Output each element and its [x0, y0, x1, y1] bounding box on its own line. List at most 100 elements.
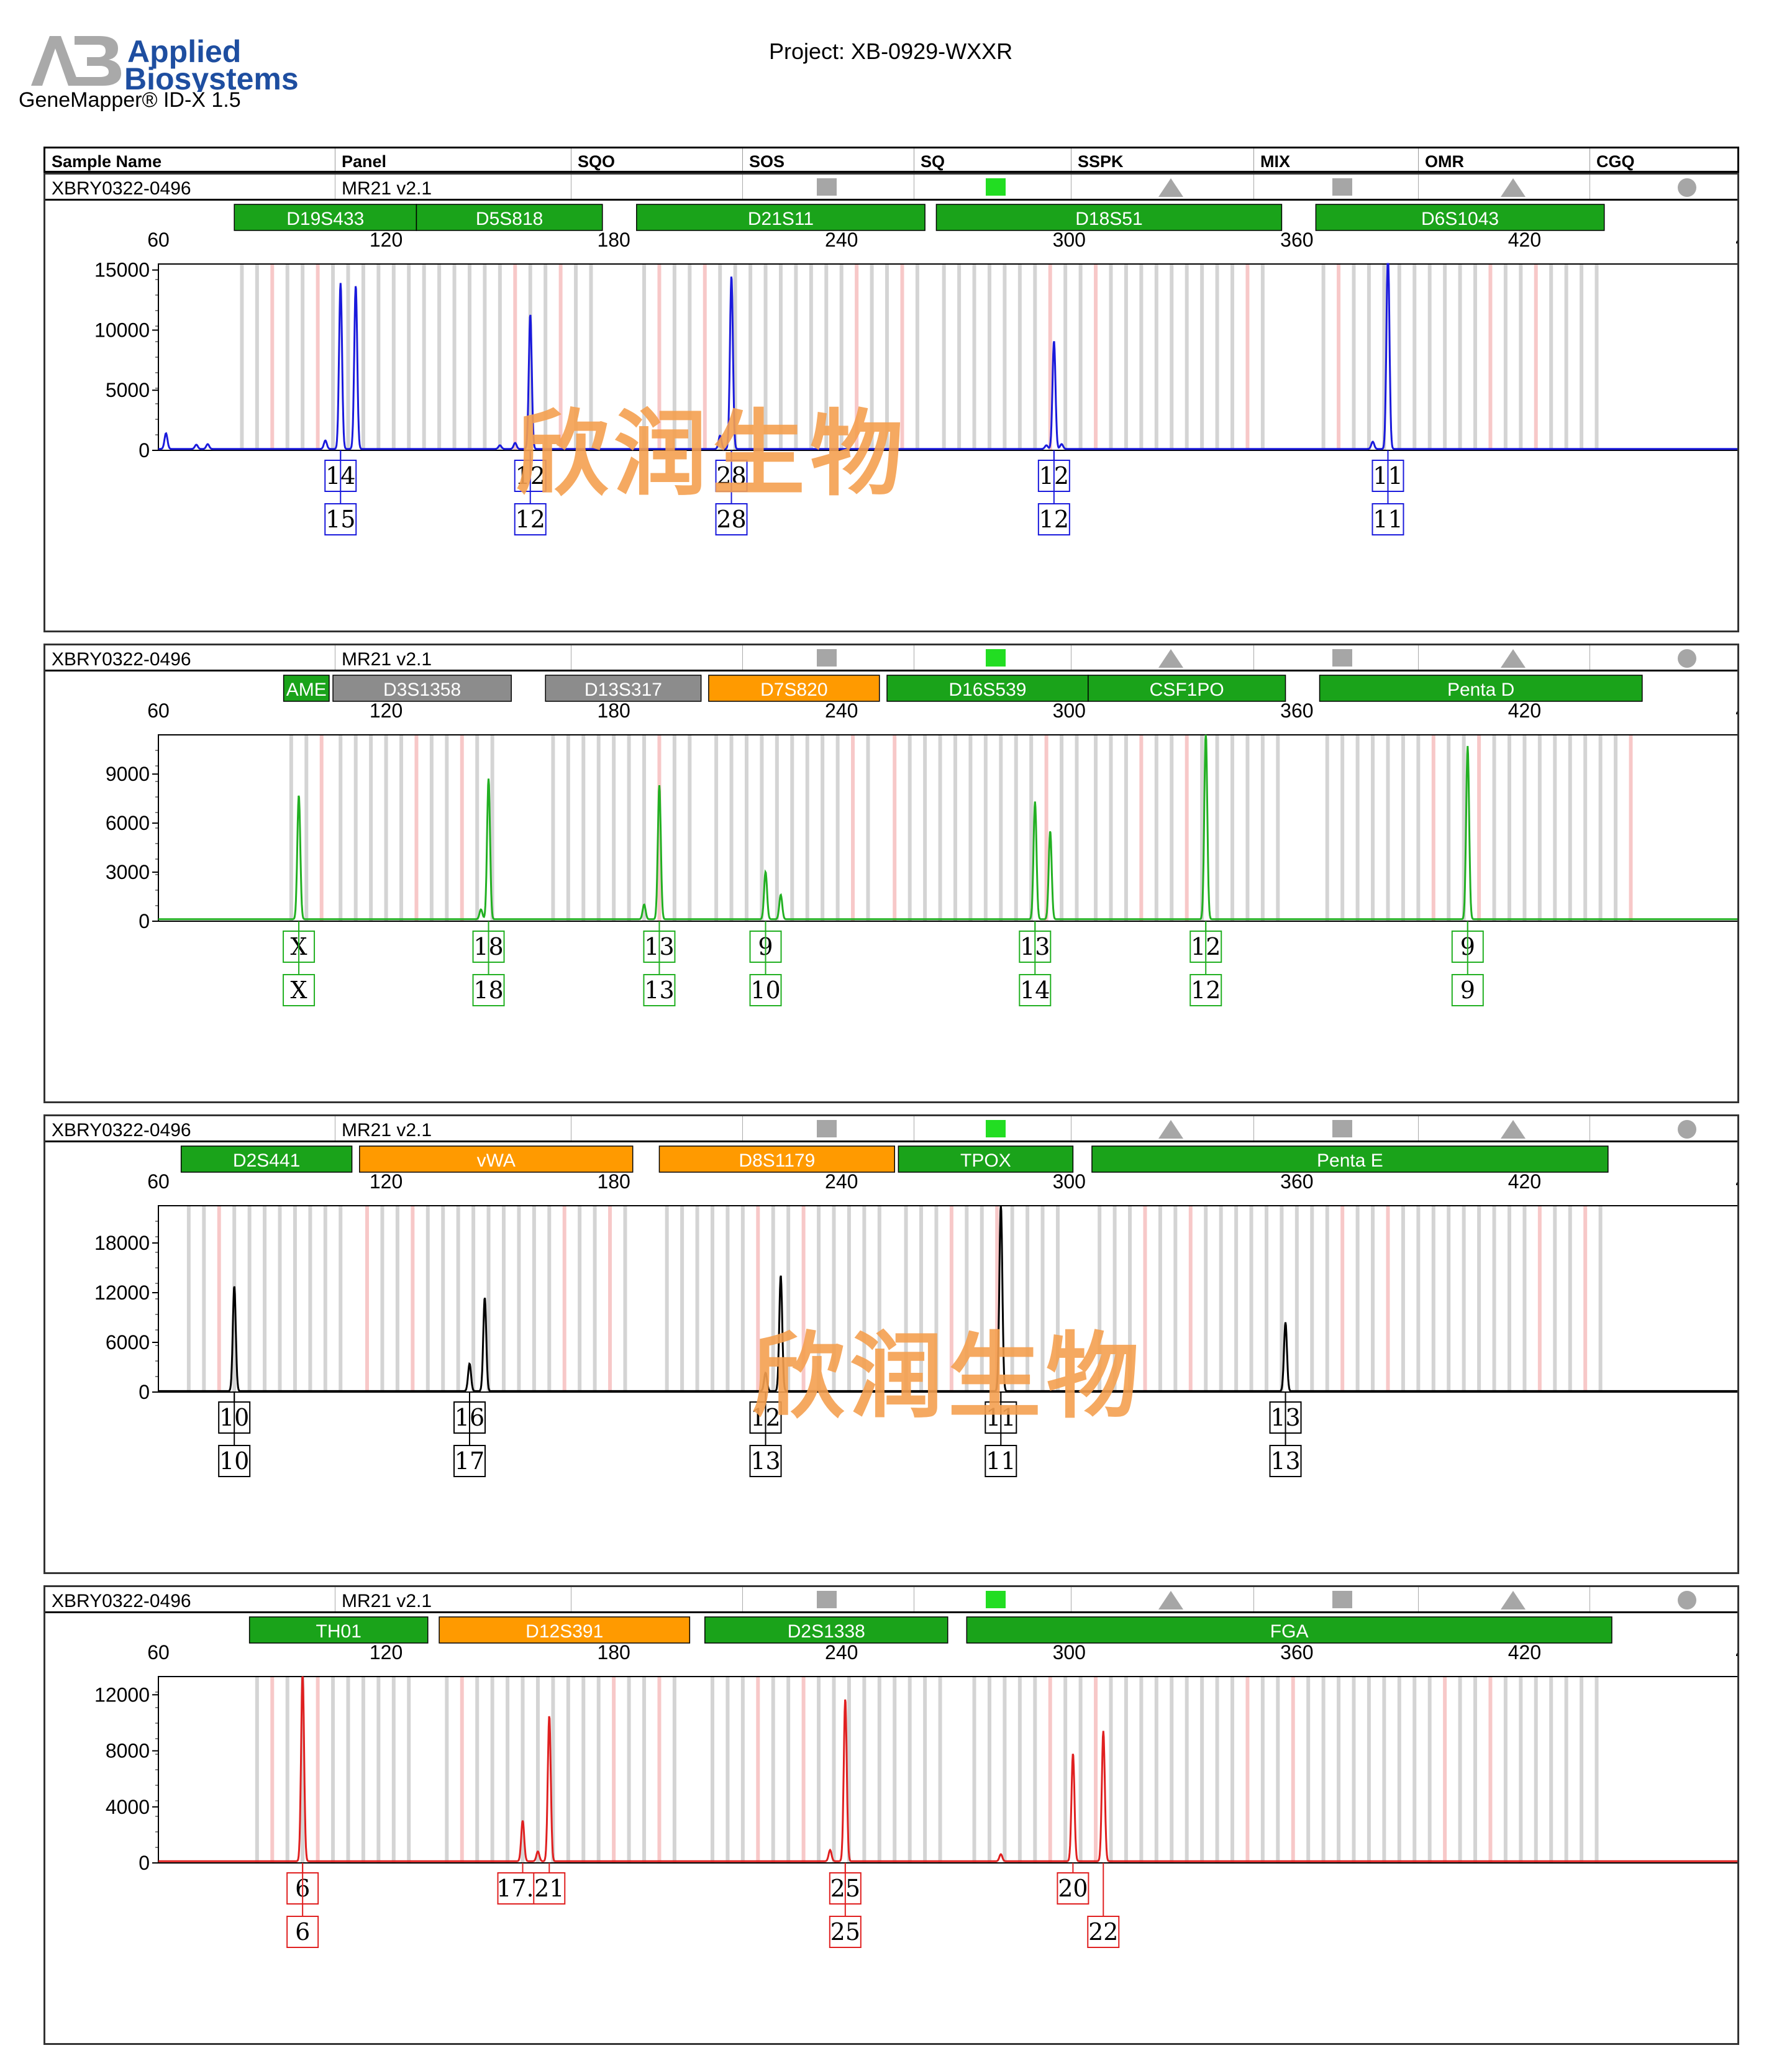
sos-cell	[742, 645, 914, 670]
omr-cell	[1418, 645, 1590, 670]
x-tick-label: 120	[370, 699, 403, 722]
col-sample-name: Sample Name	[52, 152, 162, 171]
allele-box	[749, 1445, 782, 1477]
marker-bar	[416, 204, 603, 231]
marker-bar	[234, 204, 417, 231]
sqo-cell	[571, 645, 742, 670]
x-tick-label: 360	[1280, 1641, 1313, 1664]
x-tick-label: 60	[147, 699, 170, 722]
marker-name: Penta D	[1447, 680, 1514, 700]
cgq-flag-icon	[1678, 649, 1696, 668]
marker-bar	[935, 204, 1283, 231]
mix-cell	[1253, 1587, 1418, 1611]
omr-flag-icon	[1501, 1591, 1526, 1609]
panel-name: MR21 v2.1	[335, 645, 571, 670]
sspk-cell	[1071, 1116, 1253, 1140]
allele-box	[514, 503, 547, 535]
y-tick-label: 18000	[94, 1232, 150, 1254]
allele-box	[1037, 503, 1070, 535]
y-tick-label: 9000	[106, 763, 150, 785]
x-tick-label: 180	[597, 699, 630, 722]
allele-box	[283, 974, 316, 1006]
col-sos: SOS	[742, 148, 914, 171]
allele-label: 22	[1088, 1918, 1118, 1946]
cgq-cell	[1590, 1587, 1741, 1611]
allele-label: 13	[1270, 1447, 1300, 1475]
sspk-cell	[1071, 645, 1253, 670]
sspk-cell	[1071, 175, 1253, 199]
sos-cell	[742, 1116, 914, 1140]
panel-name: MR21 v2.1	[335, 1116, 571, 1140]
x-tick-label: 240	[825, 699, 858, 722]
x-tick-label: 420	[1508, 699, 1541, 722]
allele-label: 12	[1039, 506, 1069, 533]
watermark: 欣润生物	[516, 399, 909, 509]
x-tick-label: 180	[597, 229, 630, 251]
y-tick-label: 0	[139, 1381, 150, 1403]
marker-bar	[1088, 675, 1286, 702]
panel-name: MR21 v2.1	[335, 1587, 571, 1611]
allele-box	[533, 1872, 566, 1905]
x-tick-label: 300	[1053, 229, 1086, 251]
y-tick-label: 3000	[106, 861, 150, 883]
cgq-flag-icon	[1678, 178, 1696, 197]
y-tick-label: 0	[139, 439, 150, 462]
sq-cell	[914, 175, 1071, 199]
brand-line2: Biosystems	[124, 61, 298, 92]
sqo-cell	[571, 1116, 742, 1140]
x-tick-label: 60	[147, 1641, 170, 1664]
allele-label: 9	[1460, 976, 1475, 1004]
x-tick-label: 180	[597, 1170, 630, 1193]
marker-bar	[283, 675, 330, 702]
marker-bar	[1319, 675, 1643, 702]
sample-name[interactable]: XBRY0322-0496	[52, 649, 191, 670]
plot-frame	[158, 734, 1737, 922]
x-tick-label: 120	[370, 1170, 403, 1193]
trace-line	[158, 263, 1737, 450]
omr-cell	[1418, 1116, 1590, 1140]
allele-label: 6	[295, 1918, 310, 1946]
x-tick-label: 360	[1280, 229, 1313, 251]
allele-label: 18	[473, 976, 503, 1004]
electropherogram-panel-green: XBRY0322-0496 MR21 v2.1 AME D3S1358 D13S31…	[43, 644, 1739, 1103]
sos-flag-icon	[817, 1120, 837, 1137]
allele-label: 13	[750, 1447, 780, 1475]
sq-cell	[914, 1587, 1071, 1611]
marker-bar	[966, 1616, 1612, 1644]
sample-name[interactable]: XBRY0322-0496	[52, 178, 191, 199]
x-tick-label: 360	[1280, 699, 1313, 722]
sspk-flag-icon	[1158, 178, 1183, 197]
sample-name[interactable]: XBRY0322-0496	[52, 1120, 191, 1140]
allele-box	[1019, 974, 1052, 1006]
mix-cell	[1253, 645, 1418, 670]
allele-box	[749, 974, 782, 1006]
trace-line	[158, 1676, 1737, 1862]
marker-name: D13S317	[584, 680, 662, 700]
x-tick-label: 120	[370, 1641, 403, 1664]
allele-box	[286, 1916, 319, 1948]
y-tick-label: 12000	[94, 1683, 150, 1706]
sos-flag-icon	[817, 178, 837, 196]
marker-name: FGA	[1270, 1621, 1309, 1642]
plot-green: AME D3S1358 D13S317 D7S820 D16S539 CSF1PO Pent…	[106, 675, 1737, 1006]
col-panel: Panel	[335, 148, 571, 171]
software-version: GeneMapper® ID-X 1.5	[19, 88, 241, 112]
electropherogram-panel-blue: XBRY0322-0496 MR21 v2.1 D19S433 D5S818 D21…	[43, 173, 1739, 632]
sspk-cell	[1071, 1587, 1253, 1611]
sample-name[interactable]: XBRY0322-0496	[52, 1591, 191, 1611]
allele-label: 17	[455, 1447, 484, 1475]
allele-box	[643, 974, 676, 1006]
allele-label: 20	[1058, 1875, 1088, 1902]
marker-bar	[636, 204, 926, 231]
sos-flag-icon	[817, 1591, 837, 1608]
omr-flag-icon	[1501, 1120, 1526, 1139]
mix-cell	[1253, 1116, 1418, 1140]
mix-flag-icon	[1332, 178, 1352, 196]
omr-cell	[1418, 175, 1590, 199]
x-tick-label: 240	[825, 1170, 858, 1193]
sq-cell	[914, 1116, 1071, 1140]
marker-bar	[248, 1616, 429, 1644]
electropherogram-panel-red: XBRY0322-0496 MR21 v2.1 TH01 D12S391 D2S13…	[43, 1585, 1739, 2045]
